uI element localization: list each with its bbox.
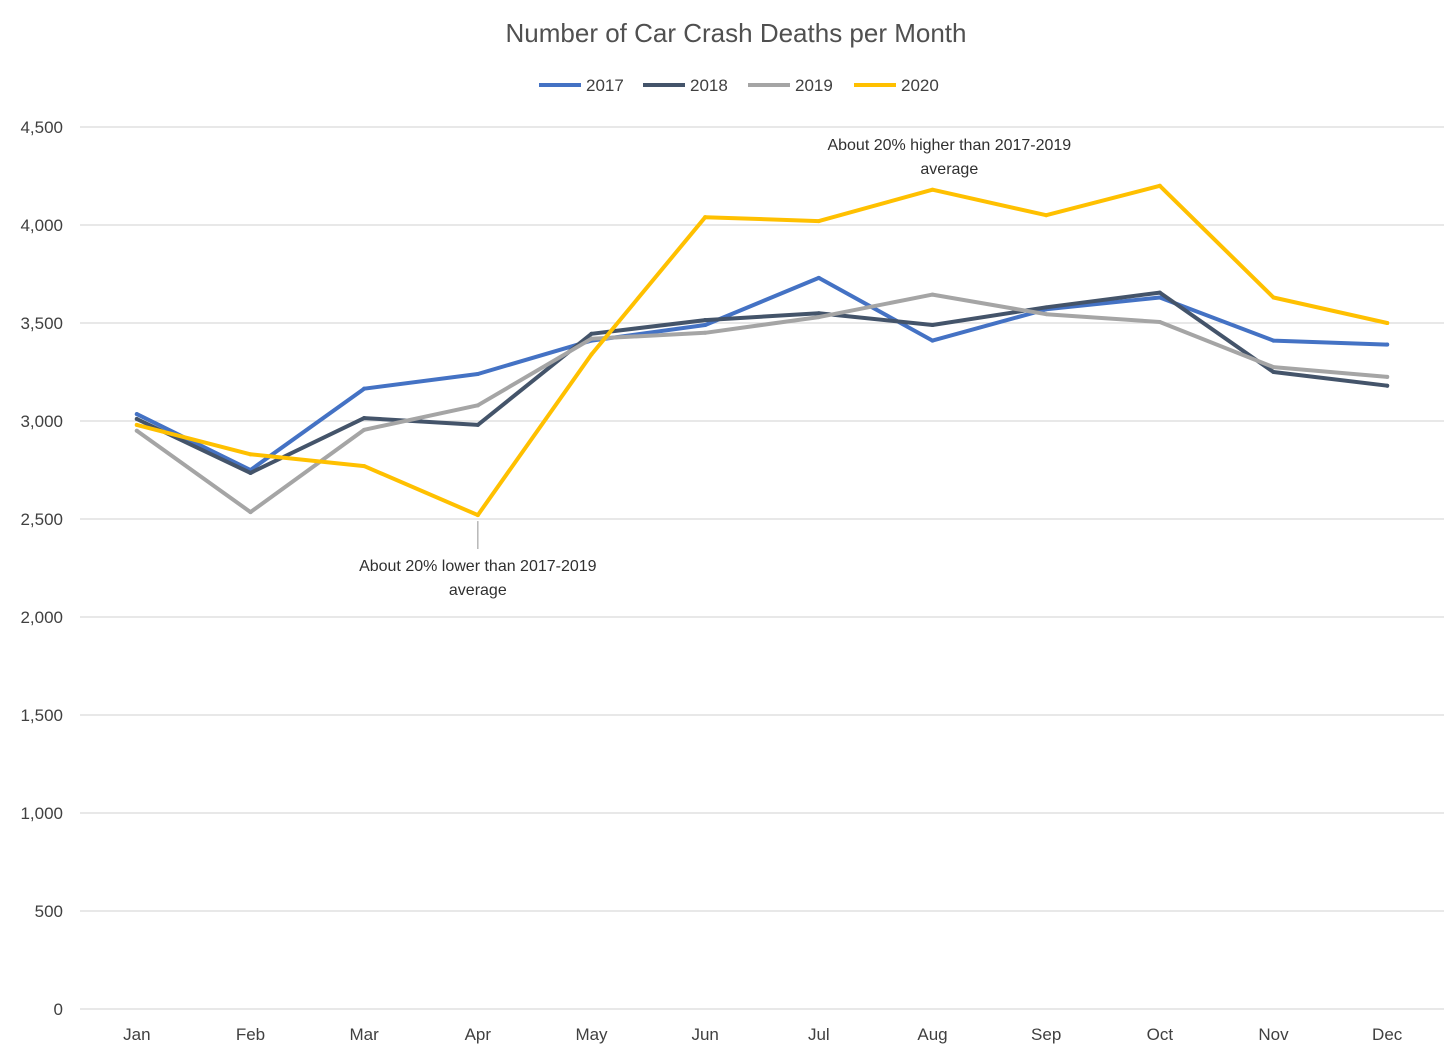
data-point-2017 [703, 323, 707, 327]
data-point-2019 [590, 337, 594, 341]
x-tick-label: Nov [1258, 1025, 1289, 1044]
data-point-2019 [931, 293, 935, 297]
x-tick-label: Mar [350, 1025, 380, 1044]
data-point-2020 [590, 352, 594, 356]
data-point-2019 [476, 403, 480, 407]
data-point-2018 [703, 318, 707, 322]
x-tick-label: Jan [123, 1025, 150, 1044]
data-point-2017 [1385, 343, 1389, 347]
series-line-2017 [137, 278, 1387, 470]
y-tick-label: 3,000 [20, 412, 63, 431]
data-point-2019 [249, 510, 253, 514]
data-point-2018 [1158, 291, 1162, 295]
legend-label-2018: 2018 [690, 76, 728, 95]
data-point-2020 [362, 464, 366, 468]
data-point-2020 [931, 188, 935, 192]
data-point-2018 [1385, 384, 1389, 388]
data-point-2017 [931, 339, 935, 343]
y-tick-label: 0 [54, 1000, 63, 1019]
annotation-low-text: average [449, 582, 507, 599]
y-tick-label: 500 [35, 902, 63, 921]
x-tick-label: Sep [1031, 1025, 1061, 1044]
data-point-2018 [1272, 370, 1276, 374]
data-point-2018 [135, 417, 139, 421]
y-tick-label: 4,000 [20, 216, 63, 235]
y-tick-label: 4,500 [20, 118, 63, 137]
x-tick-label: Aug [917, 1025, 947, 1044]
data-point-2019 [135, 429, 139, 433]
annotations: About 20% lower than 2017-2019 average Abo… [359, 137, 1071, 599]
data-point-2017 [135, 412, 139, 416]
y-tick-label: 3,500 [20, 314, 63, 333]
x-tick-label: Dec [1372, 1025, 1403, 1044]
series-line-2019 [137, 295, 1387, 512]
data-point-2017 [476, 372, 480, 376]
legend-label-2017: 2017 [586, 76, 624, 95]
data-point-2018 [1044, 305, 1048, 309]
data-point-2020 [817, 219, 821, 223]
x-tick-label: Jun [691, 1025, 718, 1044]
y-axis-ticks: 0 500 1,000 1,500 2,000 2,500 3,000 3,500 4,000 4… [20, 118, 63, 1019]
gridlines [80, 127, 1444, 1009]
legend: 2017 2018 2019 2020 [539, 76, 939, 95]
y-tick-label: 2,000 [20, 608, 63, 627]
data-point-2020 [135, 423, 139, 427]
x-tick-label: Apr [465, 1025, 492, 1044]
data-point-2020 [1044, 213, 1048, 217]
data-point-2018 [590, 332, 594, 336]
data-point-2019 [1272, 365, 1276, 369]
y-tick-label: 1,500 [20, 706, 63, 725]
data-point-2020 [1158, 184, 1162, 188]
data-point-2018 [931, 323, 935, 327]
data-point-2017 [362, 387, 366, 391]
data-point-2019 [817, 315, 821, 319]
y-tick-label: 1,000 [20, 804, 63, 823]
data-point-2019 [1158, 320, 1162, 324]
x-tick-label: Jul [808, 1025, 830, 1044]
line-chart: Number of Car Crash Deaths per Month 0 50… [0, 0, 1456, 1055]
series-lines [135, 184, 1389, 517]
data-point-2020 [703, 215, 707, 219]
data-point-2018 [362, 416, 366, 420]
data-point-2020 [1272, 296, 1276, 300]
data-point-2019 [1044, 312, 1048, 316]
annotation-high-text: About 20% higher than 2017-2019 [827, 137, 1071, 154]
data-point-2017 [817, 276, 821, 280]
data-point-2018 [476, 423, 480, 427]
data-point-2017 [1158, 296, 1162, 300]
annotation-low-text: About 20% lower than 2017-2019 [359, 558, 597, 575]
legend-label-2020: 2020 [901, 76, 939, 95]
chart-title: Number of Car Crash Deaths per Month [506, 18, 967, 48]
x-axis-ticks: Jan Feb Mar Apr May Jun Jul Aug Sep Oct Nov Dec [123, 1025, 1403, 1044]
x-tick-label: Oct [1147, 1025, 1174, 1044]
series-line-2018 [137, 293, 1387, 473]
annotation-high-text: average [920, 161, 978, 178]
data-point-2019 [703, 331, 707, 335]
series-line-2020 [137, 186, 1387, 515]
data-point-2019 [1385, 375, 1389, 379]
x-tick-label: May [575, 1025, 608, 1044]
data-point-2018 [817, 311, 821, 315]
legend-label-2019: 2019 [795, 76, 833, 95]
data-point-2020 [1385, 321, 1389, 325]
data-point-2017 [1272, 339, 1276, 343]
x-tick-label: Feb [236, 1025, 265, 1044]
data-point-2019 [362, 428, 366, 432]
data-point-2020 [476, 513, 480, 517]
data-point-2020 [249, 452, 253, 456]
y-tick-label: 2,500 [20, 510, 63, 529]
data-point-2018 [249, 471, 253, 475]
